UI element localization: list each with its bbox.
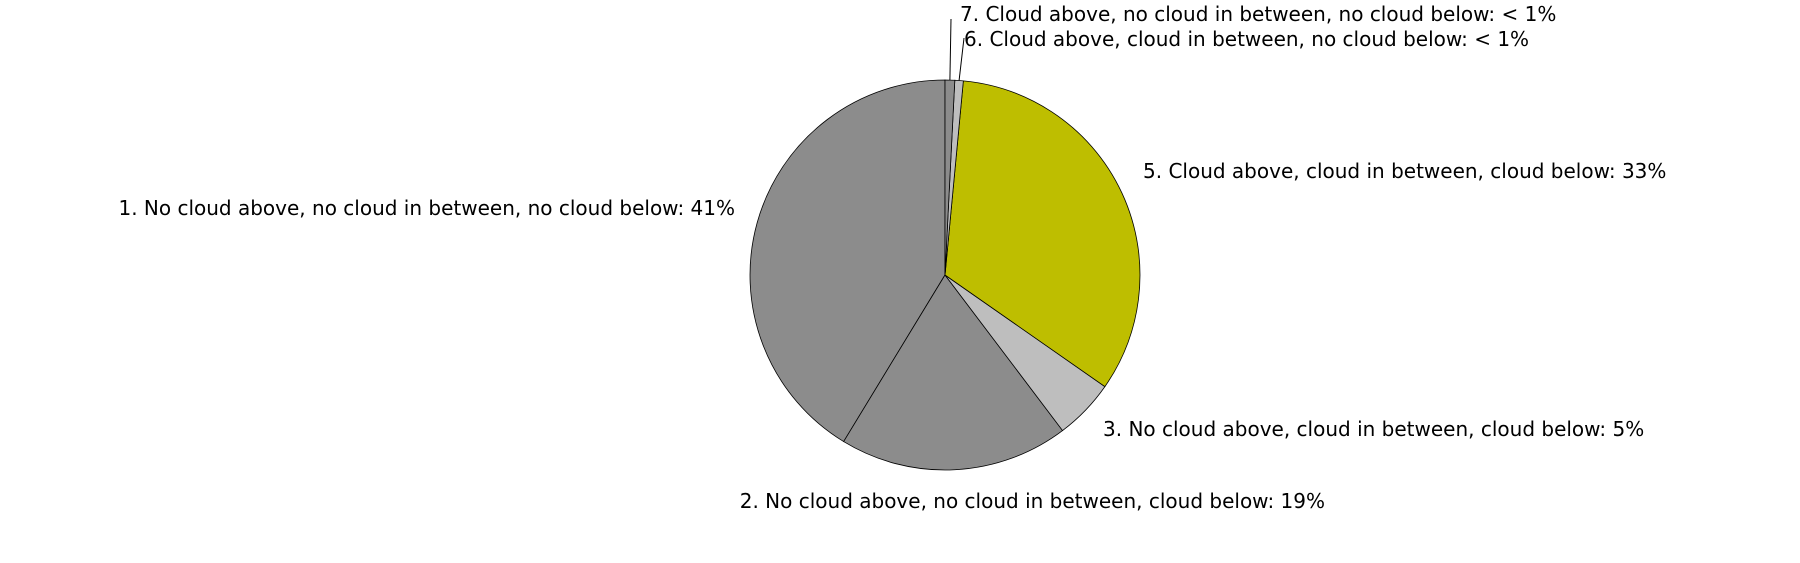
slice-label-3: 3. No cloud above, cloud in between, clo… [1103, 417, 1644, 441]
pie-slice-1 [749, 79, 946, 443]
pie-slices [749, 79, 1141, 471]
slice-label-4: 5. Cloud above, cloud in between, cloud … [1143, 159, 1666, 183]
slice-label-2: 2. No cloud above, no cloud in between, … [740, 489, 1325, 513]
pie-slice-6 [944, 79, 956, 276]
pie-slice-2 [843, 274, 1064, 471]
slice-labels: 1. No cloud above, no cloud in between, … [118, 2, 1666, 513]
slice-label-5: 6. Cloud above, cloud in between, no clo… [964, 27, 1529, 51]
leader-line-5 [958, 37, 965, 81]
label-leader-lines [949, 18, 965, 81]
slice-label-6: 7. Cloud above, no cloud in between, no … [960, 2, 1556, 26]
leader-line-6 [949, 18, 952, 81]
slice-label-1: 1. No cloud above, no cloud in between, … [118, 196, 735, 220]
pie-slice-4 [944, 80, 1141, 388]
